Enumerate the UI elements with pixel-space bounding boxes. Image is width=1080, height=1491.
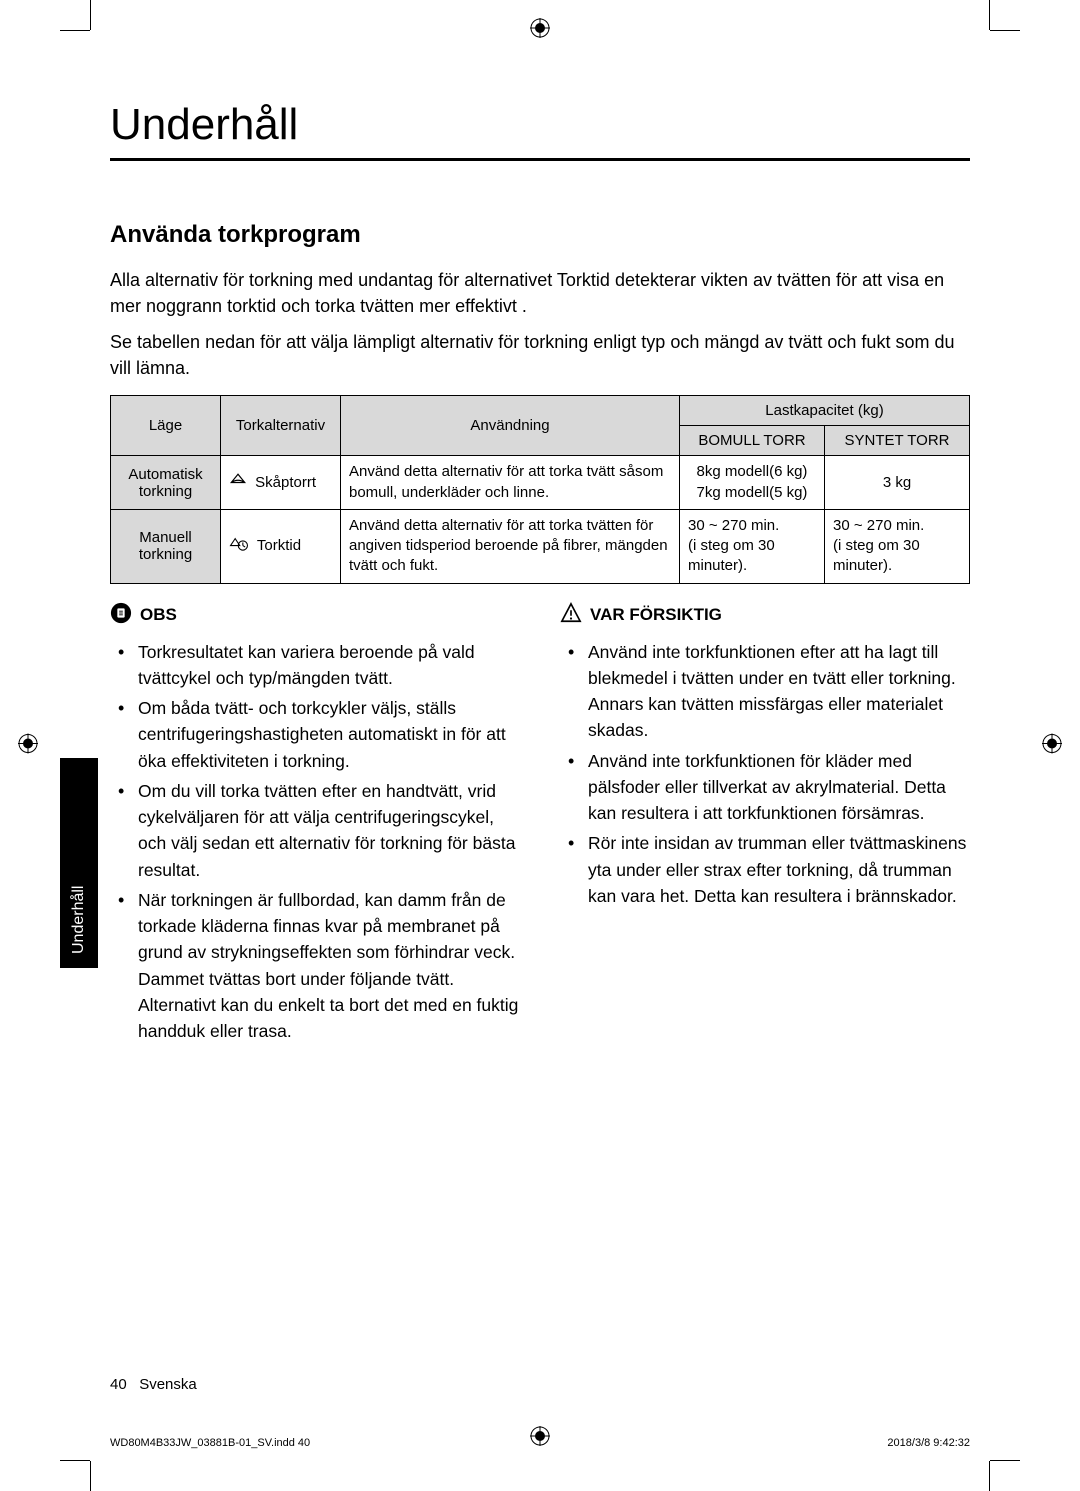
page-title: Underhåll	[110, 100, 970, 161]
dry-program-table: Läge Torkalternativ Användning Lastkapac…	[110, 395, 970, 583]
cell-option-label: Torktid	[257, 537, 301, 554]
page-content: Underhåll Använda torkprogram Alla alter…	[110, 100, 970, 1048]
th-capacity: Lastkapacitet (kg)	[680, 396, 970, 426]
caution-column: VAR FÖRSIKTIG Använd inte torkfunktionen…	[560, 602, 970, 1049]
print-file-info: WD80M4B33JW_03881B-01_SV.indd 40	[110, 1437, 310, 1449]
side-tab-label: Underhåll	[70, 886, 88, 954]
page-lang: Svenska	[139, 1376, 197, 1393]
intro-text: Alla alternativ för torkning med undanta…	[110, 267, 970, 381]
list-item: Använd inte torkfunktionen för kläder me…	[588, 748, 970, 827]
side-tab: Underhåll	[60, 758, 98, 968]
th-mode: Läge	[111, 396, 221, 456]
cell-option-label: Skåptorrt	[255, 474, 316, 491]
crop-mark	[90, 1461, 91, 1491]
list-item: Rör inte insidan av trumman eller tvättm…	[588, 830, 970, 909]
print-date-info: 2018/3/8 9:42:32	[887, 1437, 970, 1449]
th-cap-synth: SYNTET TORR	[825, 426, 970, 456]
caution-label: VAR FÖRSIKTIG	[590, 605, 722, 625]
page-footer: 40 Svenska	[110, 1376, 197, 1393]
registration-mark-top	[530, 18, 550, 43]
note-icon	[110, 602, 132, 629]
page-number: 40	[110, 1376, 127, 1393]
section-title: Använda torkprogram	[110, 221, 970, 249]
list-item: Torkresultatet kan variera beroende på v…	[138, 639, 520, 692]
crop-mark	[60, 30, 90, 31]
caution-heading: VAR FÖRSIKTIG	[560, 602, 970, 629]
cell-option: Skåptorrt	[221, 456, 341, 510]
th-usage: Användning	[341, 396, 680, 456]
cell-mode: Automatisk torkning	[111, 456, 221, 510]
registration-mark-right	[1042, 733, 1062, 758]
cell-usage: Använd detta alternativ för att torka tv…	[341, 509, 680, 583]
crop-mark	[90, 0, 91, 30]
cell-mode: Manuell torkning	[111, 509, 221, 583]
intro-p2: Se tabellen nedan för att välja lämpligt…	[110, 329, 970, 381]
intro-p1: Alla alternativ för torkning med undanta…	[110, 267, 970, 319]
cell-option: Torktid	[221, 509, 341, 583]
th-option: Torkalternativ	[221, 396, 341, 456]
registration-mark-left	[18, 733, 38, 758]
table-row: Manuell torkning Torktid Använd detta al…	[111, 509, 970, 583]
crop-mark	[990, 1460, 1020, 1461]
cell-cap-cotton: 30 ~ 270 min. (i steg om 30 minuter).	[680, 509, 825, 583]
crop-mark	[989, 1461, 990, 1491]
registration-mark-bottom	[530, 1426, 550, 1451]
cell-cap-cotton: 8kg modell(6 kg) 7kg modell(5 kg)	[680, 456, 825, 510]
list-item: Om du vill torka tvätten efter en handtv…	[138, 778, 520, 883]
list-item: När torkningen är fullbordad, kan damm f…	[138, 887, 520, 1045]
notes-columns: OBS Torkresultatet kan variera beroende …	[110, 602, 970, 1049]
dry-time-icon	[229, 535, 249, 557]
table-row: Automatisk torkning Skåptorrt Använd det…	[111, 456, 970, 510]
list-item: Om båda tvätt- och torkcykler väljs, stä…	[138, 695, 520, 774]
obs-list: Torkresultatet kan variera beroende på v…	[110, 639, 520, 1045]
caution-list: Använd inte torkfunktionen efter att ha …	[560, 639, 970, 910]
cupboard-dry-icon	[229, 472, 247, 494]
cell-cap-synth: 3 kg	[825, 456, 970, 510]
cell-cap-synth: 30 ~ 270 min. (i steg om 30 minuter).	[825, 509, 970, 583]
crop-mark	[60, 1460, 90, 1461]
obs-heading: OBS	[110, 602, 520, 629]
crop-mark	[989, 0, 990, 30]
warning-icon	[560, 602, 582, 629]
cell-usage: Använd detta alternativ för att torka tv…	[341, 456, 680, 510]
th-cap-cotton: BOMULL TORR	[680, 426, 825, 456]
obs-label: OBS	[140, 605, 177, 625]
obs-column: OBS Torkresultatet kan variera beroende …	[110, 602, 520, 1049]
list-item: Använd inte torkfunktionen efter att ha …	[588, 639, 970, 744]
crop-mark	[990, 30, 1020, 31]
